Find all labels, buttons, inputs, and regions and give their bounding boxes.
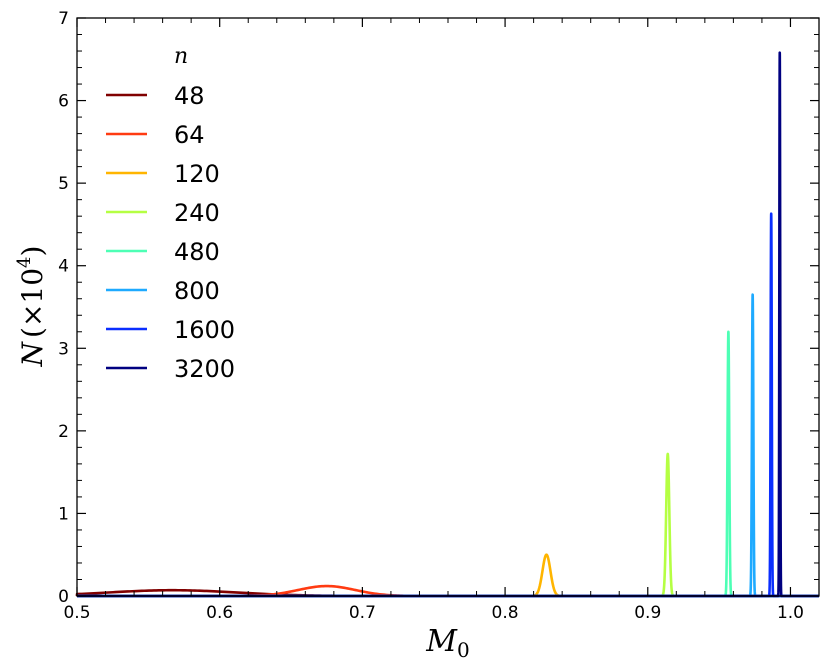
- y-axis-label: N(×104): [14, 246, 49, 368]
- y-tick-label: 2: [58, 422, 69, 442]
- y-tick-label: 4: [58, 257, 69, 277]
- x-tick-label: 0.9: [634, 603, 661, 623]
- legend-label-n-1600: 1600: [174, 316, 235, 344]
- x-tick-label: 0.6: [206, 603, 233, 623]
- legend-label-n-800: 800: [174, 277, 220, 305]
- x-tick-label: 0.5: [63, 603, 90, 623]
- y-tick-label: 6: [58, 92, 69, 112]
- y-tick-label: 0: [58, 587, 69, 607]
- series-line-n-1600: [77, 212, 819, 598]
- legend-label-n-64: 64: [174, 121, 205, 149]
- x-tick-label: 0.7: [349, 603, 376, 623]
- ticks-layer: 0.5 0.6 0.7 0.8 0.9 1.0 0 1 2 3 4 5 6 7: [58, 9, 820, 623]
- legend-label-n-120: 120: [174, 160, 220, 188]
- y-tick-label: 5: [58, 174, 69, 194]
- legend: n 48 64 120 240 480 800 1600 3200: [106, 44, 235, 383]
- legend-label-n-48: 48: [174, 82, 205, 110]
- series-line-n-800: [77, 293, 819, 598]
- x-tick-label: 0.8: [492, 603, 519, 623]
- legend-label-n-240: 240: [174, 199, 220, 227]
- plot-frame: [76, 17, 820, 597]
- legend-label-n-3200: 3200: [174, 355, 235, 383]
- y-tick-label: 7: [58, 9, 69, 29]
- legend-title: n: [174, 44, 188, 69]
- x-axis-label: M0: [425, 624, 469, 662]
- y-tick-label: 1: [58, 504, 69, 524]
- series-line-n-3200: [77, 51, 819, 598]
- x-tick-label: 1.0: [777, 603, 804, 623]
- legend-label-n-480: 480: [174, 238, 220, 266]
- y-tick-label: 3: [58, 339, 69, 359]
- series-line-n-480: [77, 330, 819, 598]
